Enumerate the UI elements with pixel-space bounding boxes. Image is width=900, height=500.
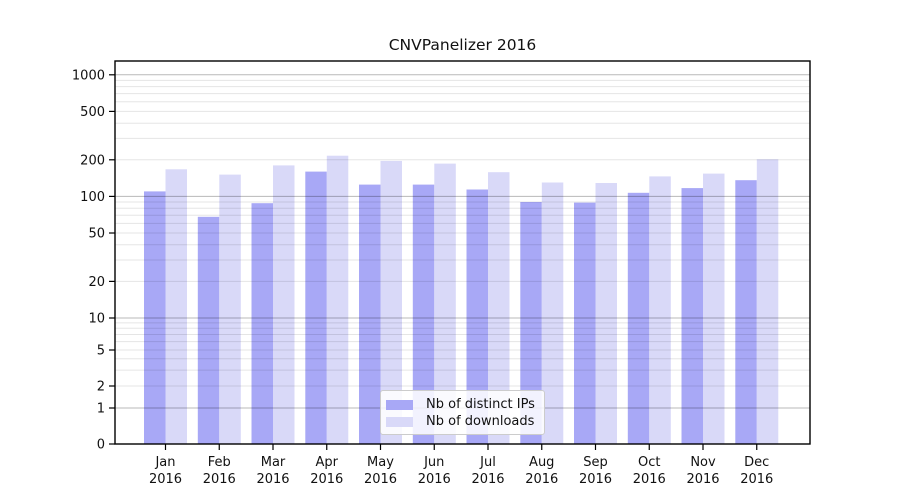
bar-ips-mar (251, 203, 273, 444)
legend-label-distinct-ips: Nb of distinct IPs (426, 397, 535, 412)
bar-dl-aug (541, 182, 564, 444)
bar-ips-dec (735, 180, 757, 444)
bar-ips-jul (466, 189, 488, 444)
y-tick-label: 200 (80, 153, 105, 168)
y-tick-label: 500 (80, 105, 105, 120)
bar-ips-jun (412, 184, 435, 444)
x-tick-label: Jul 2016 (471, 455, 504, 487)
bar-ips-may (359, 184, 381, 444)
x-tick-label: Mar 2016 (256, 455, 289, 487)
x-axis: Jan 2016 Feb 2016 Mar 2016 Apr 2016 May 2016 Jun 20… (149, 444, 773, 487)
bar-dl-may (380, 160, 402, 444)
x-tick-label: Oct 2016 (633, 455, 666, 487)
x-tick-label: May 2016 (364, 455, 397, 487)
bar-dl-apr (326, 155, 349, 444)
y-tick-label: 10 (88, 312, 105, 327)
x-tick-label: Jan 2016 (149, 455, 182, 487)
bar-dl-sep (595, 183, 617, 444)
bars-distinct-ips (144, 171, 757, 444)
legend-swatch-downloads (386, 416, 413, 427)
bar-dl-jul (488, 172, 510, 444)
y-tick-label: 20 (88, 275, 105, 290)
y-tick-label: 50 (88, 227, 105, 242)
y-tick-label: 0 (97, 438, 105, 453)
x-tick-label: Nov 2016 (686, 455, 719, 487)
legend-swatch-distinct-ips (386, 399, 413, 410)
legend: Nb of distinct IPs Nb of downloads (380, 390, 545, 435)
bar-dl-feb (219, 174, 241, 444)
bar-dl-mar (273, 165, 295, 444)
chart-title: CNVPanelizer 2016 (388, 36, 537, 54)
gridlines-minor (115, 79, 810, 387)
bar-ips-nov (681, 188, 703, 444)
bar-dl-jan (165, 169, 187, 445)
y-tick-label: 1 (97, 402, 105, 417)
bar-ips-sep (574, 202, 596, 444)
y-tick-label: 100 (80, 190, 105, 205)
legend-item-downloads: Nb of downloads (386, 413, 536, 430)
legend-label-downloads: Nb of downloads (426, 414, 535, 429)
y-tick-label: 5 (97, 344, 105, 359)
bar-ips-aug (520, 202, 542, 444)
x-tick-label: Apr 2016 (310, 455, 343, 487)
y-axis: 0 1 2 5 10 20 50 100 200 500 1000 (72, 68, 115, 453)
bar-dl-nov (703, 173, 725, 444)
bar-ips-feb (197, 216, 220, 444)
x-tick-label: Aug 2016 (525, 455, 558, 487)
bar-ips-oct (627, 192, 650, 444)
y-tick-label: 2 (97, 380, 105, 395)
y-tick-label: 1000 (72, 68, 105, 83)
x-tick-label: Dec 2016 (740, 455, 773, 487)
axes-frame (114, 60, 811, 445)
bars-downloads (165, 155, 779, 445)
bar-ips-jan (144, 191, 166, 444)
x-tick-label: Sep 2016 (579, 455, 612, 487)
bar-ips-apr (305, 171, 327, 444)
bar-dl-jun (434, 163, 456, 444)
bar-dl-dec (756, 159, 779, 445)
legend-item-distinct-ips: Nb of distinct IPs (386, 396, 536, 413)
x-tick-label: Feb 2016 (203, 455, 236, 487)
bar-dl-oct (649, 176, 671, 444)
x-tick-label: Jun 2016 (418, 455, 451, 487)
